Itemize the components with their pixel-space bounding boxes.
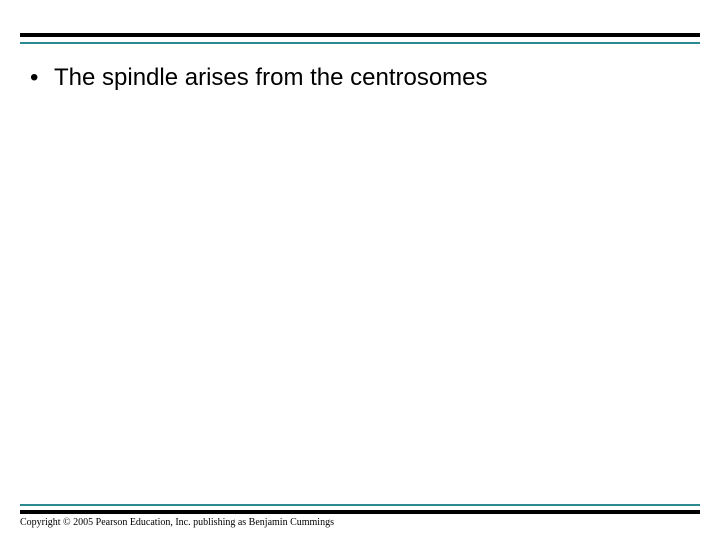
copyright-text: Copyright © 2005 Pearson Education, Inc.… (20, 517, 334, 528)
slide: • The spindle arises from the centrosome… (0, 0, 720, 540)
bullet-marker: • (30, 62, 54, 94)
bullet-text: The spindle arises from the centrosomes (54, 62, 690, 94)
bottom-rule-thin (20, 504, 700, 506)
content-area: • The spindle arises from the centrosome… (30, 62, 690, 94)
top-rule-thin (20, 42, 700, 44)
bottom-rule-thick (20, 510, 700, 514)
top-rule-thick (20, 33, 700, 37)
bullet-item: • The spindle arises from the centrosome… (30, 62, 690, 94)
